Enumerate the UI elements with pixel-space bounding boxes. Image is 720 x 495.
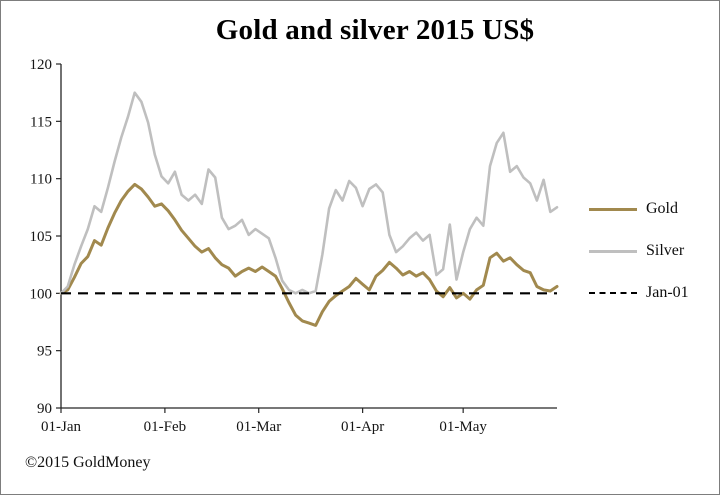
svg-text:01-Feb: 01-Feb	[144, 419, 187, 435]
svg-text:90: 90	[37, 401, 52, 417]
svg-text:110: 110	[30, 172, 52, 188]
svg-text:105: 105	[30, 229, 53, 245]
legend-entry-silver: Silver	[589, 241, 689, 261]
chart-title: Gold and silver 2015 US$	[215, 14, 535, 46]
svg-text:95: 95	[37, 344, 52, 360]
copyright-text: ©2015 GoldMoney	[25, 454, 151, 471]
legend-label-jan01: Jan-01	[646, 284, 689, 301]
silver-line-swatch	[589, 249, 637, 253]
svg-text:01-May: 01-May	[439, 419, 487, 435]
svg-text:120: 120	[30, 57, 53, 73]
jan01-dashed-swatch	[589, 292, 637, 294]
legend-entry-gold: Gold	[589, 199, 689, 219]
svg-text:01-Mar: 01-Mar	[236, 419, 281, 435]
legend: Gold Silver Jan-01	[589, 199, 689, 303]
svg-text:100: 100	[30, 286, 53, 302]
legend-entry-jan01: Jan-01	[589, 283, 689, 303]
legend-label-silver: Silver	[646, 242, 685, 259]
legend-label-gold: Gold	[646, 200, 678, 217]
gold-line-swatch	[589, 207, 637, 211]
svg-text:115: 115	[30, 114, 52, 130]
svg-text:01-Jan: 01-Jan	[41, 419, 81, 435]
svg-text:01-Apr: 01-Apr	[341, 419, 384, 435]
